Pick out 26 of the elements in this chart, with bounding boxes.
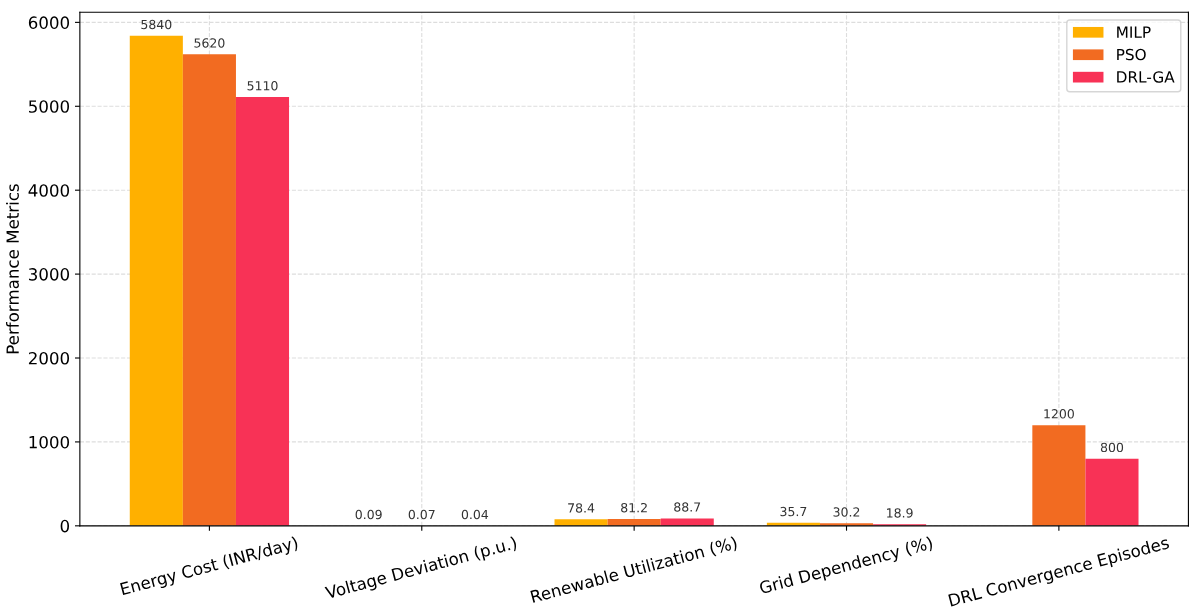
data-label: 88.7 — [674, 502, 701, 512]
legend-label: MILP — [1117, 26, 1151, 38]
data-label: 5110 — [247, 81, 278, 91]
data-label: 800 — [1100, 442, 1124, 453]
data-label: 35.7 — [780, 506, 807, 517]
y-tick-label: 0 — [60, 519, 70, 533]
legend-label: DRL-GA — [1117, 71, 1175, 83]
y-tick-label: 1000 — [29, 435, 70, 449]
data-label: 1200 — [1044, 409, 1074, 419]
x-tick-label: Voltage Deviation (p.u.) — [324, 535, 518, 603]
data-label: 5840 — [141, 19, 172, 30]
data-label: 18.9 — [887, 508, 913, 518]
y-tick-label: 5000 — [29, 100, 70, 113]
y-tick-label: 6000 — [28, 16, 70, 29]
data-label: 0.04 — [461, 509, 489, 520]
y-axis-title: Performance Metrics — [6, 184, 19, 354]
data-label: 0.09 — [355, 509, 382, 520]
y-tick-label: 2000 — [28, 351, 70, 365]
legend-label: PSO — [1117, 48, 1146, 61]
y-tick-label: 4000 — [28, 184, 70, 197]
data-label: 0.07 — [408, 509, 435, 520]
data-label: 5620 — [194, 38, 225, 48]
data-label: 81.2 — [621, 502, 647, 513]
data-label: 78.4 — [568, 503, 595, 513]
y-tick-label: 3000 — [29, 268, 70, 281]
data-label: 30.2 — [833, 507, 860, 517]
